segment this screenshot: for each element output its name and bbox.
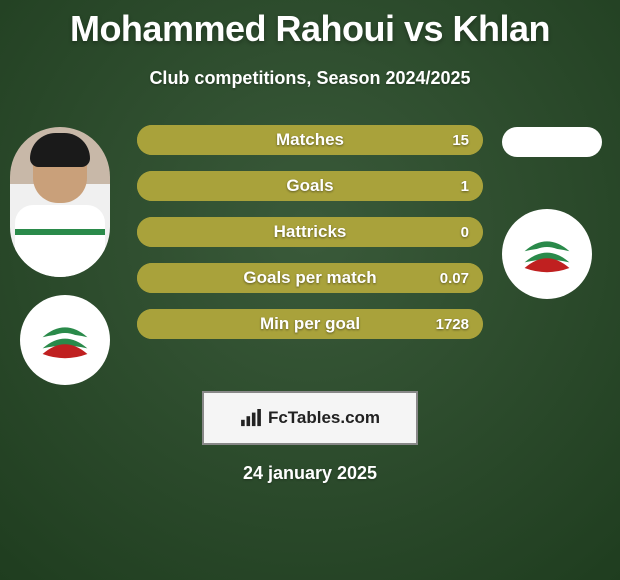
right-club-badge [502, 209, 592, 299]
page-title: Mohammed Rahoui vs Khlan [0, 0, 620, 50]
left-player-column [10, 127, 120, 385]
club-crest-icon [519, 226, 575, 282]
stat-label: Hattricks [274, 222, 347, 242]
footer-date: 24 january 2025 [0, 463, 620, 484]
page-subtitle: Club competitions, Season 2024/2025 [0, 68, 620, 89]
right-player-avatar [502, 127, 602, 157]
left-club-badge [20, 295, 110, 385]
stat-value-right: 0.07 [440, 270, 469, 287]
stat-bar: Hattricks 0 [137, 217, 483, 247]
stat-label: Goals per match [243, 268, 376, 288]
right-player-column [502, 127, 602, 299]
stat-bar: Min per goal 1728 [137, 309, 483, 339]
stat-value-right: 0 [461, 224, 469, 241]
club-crest-icon [37, 312, 93, 368]
watermark: FcTables.com [202, 391, 418, 445]
stat-value-right: 1 [461, 178, 469, 195]
comparison-content: Matches 15 Goals 1 Hattricks 0 Goals per match… [0, 125, 620, 339]
watermark-text: FcTables.com [268, 408, 380, 428]
left-player-avatar [10, 127, 110, 277]
stat-value-right: 1728 [436, 316, 469, 333]
stat-bar: Matches 15 [137, 125, 483, 155]
stat-bar: Goals 1 [137, 171, 483, 201]
chart-icon [240, 409, 262, 427]
stat-label: Goals [286, 176, 333, 196]
stat-bars: Matches 15 Goals 1 Hattricks 0 Goals per match… [137, 125, 483, 339]
stat-value-right: 15 [452, 132, 469, 149]
stat-bar: Goals per match 0.07 [137, 263, 483, 293]
stat-label: Matches [276, 130, 344, 150]
stat-label: Min per goal [260, 314, 360, 334]
